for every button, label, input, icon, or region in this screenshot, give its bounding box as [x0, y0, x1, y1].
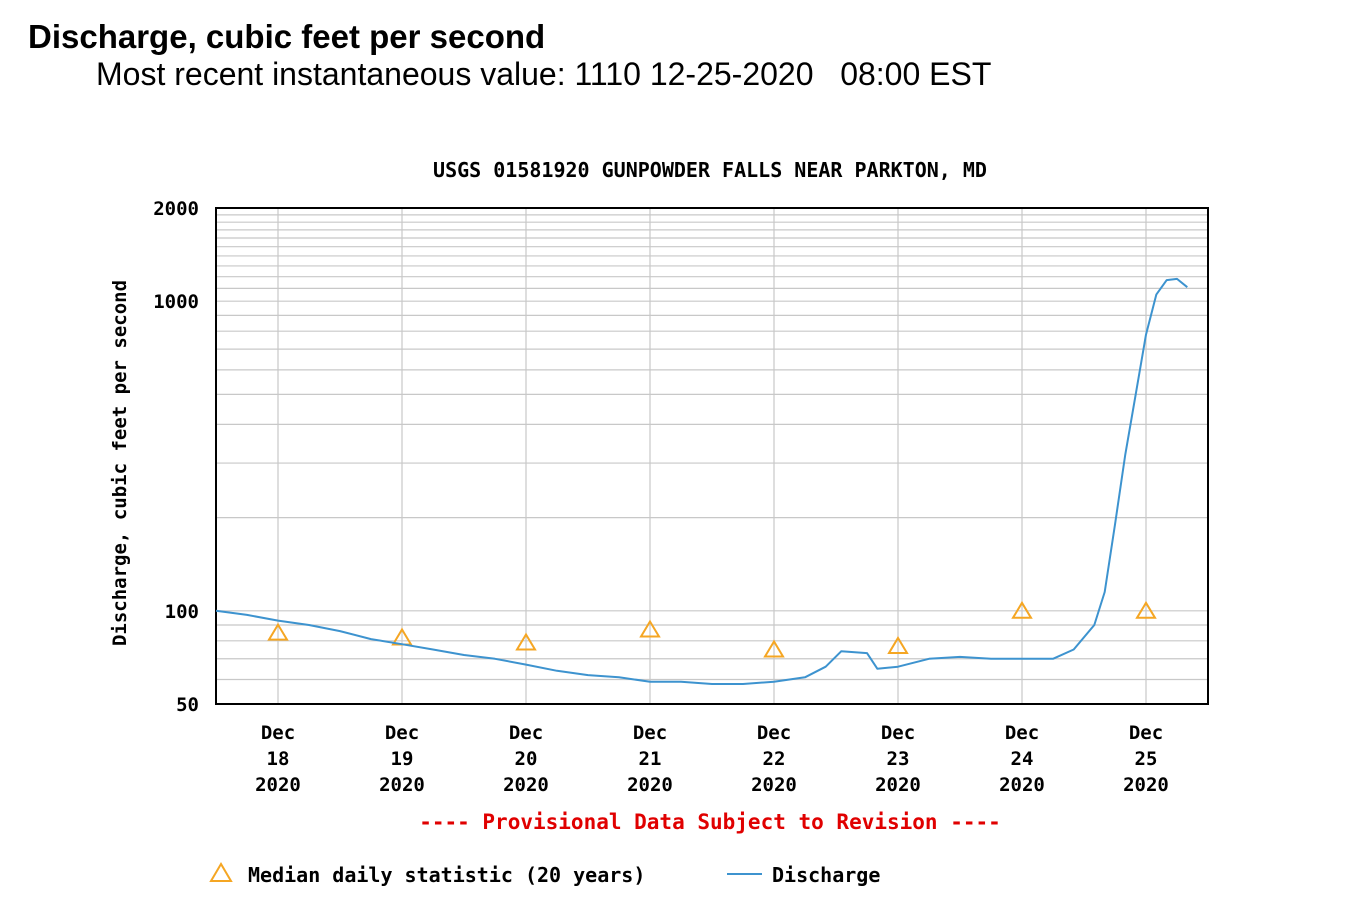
discharge-line	[215, 277, 1188, 685]
x-tick-label: Dec	[261, 722, 295, 744]
recent-value-line: Most recent instantaneous value: 1110 12…	[96, 56, 991, 93]
median-marker	[887, 635, 909, 654]
x-tick-labels: Dec182020Dec192020Dec202020Dec212020Dec2…	[255, 722, 1169, 796]
x-tick-label: 25	[1135, 748, 1158, 770]
median-marker	[1135, 600, 1157, 619]
x-tick-label: 23	[887, 748, 910, 770]
x-tick-label: 2020	[751, 774, 797, 796]
y-axis-label: Discharge, cubic feet per second	[109, 280, 131, 646]
x-tick-label: Dec	[1129, 722, 1163, 744]
x-tick-label: 20	[515, 748, 538, 770]
x-tick-label: 2020	[255, 774, 301, 796]
median-marker	[515, 632, 537, 651]
x-tick-label: 19	[391, 748, 414, 770]
page-title: Discharge, cubic feet per second	[28, 18, 546, 55]
chart-title: USGS 01581920 GUNPOWDER FALLS NEAR PARKT…	[433, 158, 987, 182]
legend: Median daily statistic (20 years) Discha…	[209, 862, 880, 887]
x-tick-label: Dec	[881, 722, 915, 744]
x-tick-label: 2020	[627, 774, 673, 796]
x-tick-label: 2020	[379, 774, 425, 796]
median-marker	[267, 622, 289, 641]
x-tick-label: 24	[1011, 748, 1034, 770]
legend-median-label: Median daily statistic (20 years)	[248, 863, 645, 887]
plot-frame	[215, 207, 1209, 705]
x-tick-label: 18	[267, 748, 290, 770]
y-tick-label: 1000	[153, 291, 199, 313]
recent-date: 12-25-2020	[649, 56, 814, 92]
x-tick-label: Dec	[385, 722, 419, 744]
x-tick-label: 22	[763, 748, 786, 770]
legend-median-triangle-icon	[209, 862, 233, 882]
recent-value: 1110	[574, 56, 641, 92]
x-tick-label: 2020	[503, 774, 549, 796]
y-tick-label: 50	[176, 694, 199, 716]
x-tick-label: Dec	[1005, 722, 1039, 744]
median-marker	[1011, 600, 1033, 619]
discharge-series	[215, 277, 1188, 685]
median-marker	[763, 639, 785, 658]
y-tick-label: 2000	[153, 198, 199, 220]
x-tick-label: 2020	[875, 774, 921, 796]
x-tick-label: Dec	[633, 722, 667, 744]
median-marker	[639, 619, 661, 638]
x-tick-label: 2020	[1123, 774, 1169, 796]
recent-time: 08:00 EST	[840, 56, 992, 92]
x-tick-label: 21	[639, 748, 662, 770]
recent-value-label: Most recent instantaneous value:	[96, 56, 566, 92]
provisional-note: ---- Provisional Data Subject to Revisio…	[419, 810, 1001, 834]
y-tick-labels: 50 100 1000 2000	[153, 198, 199, 716]
legend-discharge-label: Discharge	[772, 863, 880, 887]
x-tick-label: Dec	[509, 722, 543, 744]
grid-lines	[216, 208, 1208, 704]
y-tick-label: 100	[165, 601, 199, 623]
x-tick-label: 2020	[999, 774, 1045, 796]
x-tick-label: Dec	[757, 722, 791, 744]
